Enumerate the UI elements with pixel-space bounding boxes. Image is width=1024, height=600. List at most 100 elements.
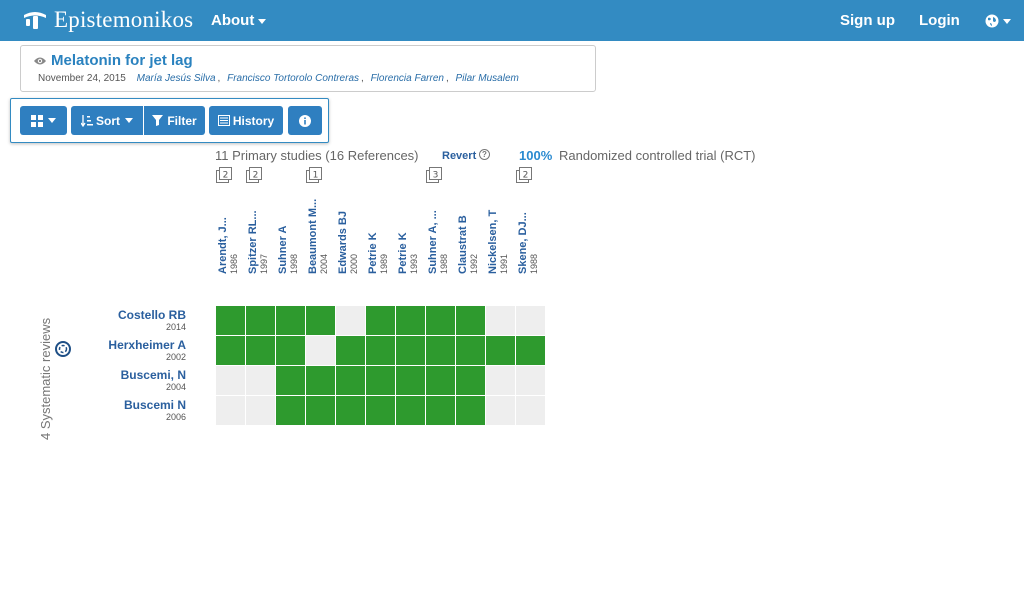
matrix-cell-included[interactable]: [216, 306, 245, 335]
brand-logo[interactable]: Epistemonikos: [22, 6, 193, 34]
matrix-cell-included[interactable]: [336, 366, 365, 395]
matrix-cell-included[interactable]: [306, 396, 335, 425]
study-column-label[interactable]: Suhner A, ... 1988: [427, 210, 449, 274]
matrix-cell-included[interactable]: [396, 336, 425, 365]
matrix-cell-empty[interactable]: [486, 306, 515, 335]
matrix-cell-included[interactable]: [366, 306, 395, 335]
matrix-cell-empty[interactable]: [216, 366, 245, 395]
study-year: 2000: [349, 253, 359, 274]
login-link[interactable]: Login: [919, 12, 960, 29]
matrix-cell-included[interactable]: [216, 336, 245, 365]
author-link[interactable]: Francisco Tortorolo Contreras: [227, 73, 360, 84]
matrix-cell-included[interactable]: [516, 336, 545, 365]
grid-icon: [31, 114, 43, 127]
study-column-label[interactable]: Nickelsen, T 1991: [487, 210, 509, 274]
review-row-label[interactable]: Buscemi N 2006: [60, 398, 186, 423]
matrix-cell-included[interactable]: [366, 396, 395, 425]
study-column-label[interactable]: Petrie K 1989: [367, 232, 389, 274]
matrix-cell-included[interactable]: [366, 366, 395, 395]
rct-percent: 100%: [519, 148, 553, 163]
matrix-cell-included[interactable]: [276, 306, 305, 335]
matrix-cell-included[interactable]: [426, 306, 455, 335]
author-link[interactable]: Florencia Farren: [370, 73, 444, 84]
reference-count-icon[interactable]: 2: [516, 167, 533, 184]
matrix-cell-included[interactable]: [396, 306, 425, 335]
history-button[interactable]: History: [209, 106, 283, 135]
matrix-cell-included[interactable]: [276, 366, 305, 395]
view-button[interactable]: [20, 106, 67, 135]
matrix-cell-empty[interactable]: [246, 396, 275, 425]
reference-count-icon[interactable]: 2: [246, 167, 263, 184]
study-year: 1991: [499, 253, 509, 274]
study-column-label[interactable]: Skene, DJ... 1988: [517, 212, 539, 274]
sort-icon: [81, 114, 93, 127]
language-menu[interactable]: [985, 0, 1011, 41]
author-link[interactable]: Pilar Musalem: [455, 73, 519, 84]
matrix-cell-included[interactable]: [246, 306, 275, 335]
matrix-cell-empty[interactable]: [516, 396, 545, 425]
review-row-label[interactable]: Costello RB 2014: [60, 308, 186, 333]
matrix-cell-included[interactable]: [426, 366, 455, 395]
study-name: Spitzer RL...: [247, 210, 259, 274]
review-row-label[interactable]: Herxheimer A 2002: [60, 338, 186, 363]
matrix-cell-included[interactable]: [456, 396, 485, 425]
matrix-cell-included[interactable]: [456, 306, 485, 335]
matrix-cell-included[interactable]: [276, 336, 305, 365]
about-label: About: [211, 12, 255, 29]
sort-button[interactable]: Sort: [71, 106, 143, 135]
matrix-cell-empty[interactable]: [216, 396, 245, 425]
help-icon[interactable]: ?: [479, 149, 490, 160]
author-link[interactable]: María Jesús Silva: [136, 73, 216, 84]
revert-link[interactable]: Revert: [442, 150, 477, 162]
page-title[interactable]: Melatonin for jet lag: [51, 52, 193, 69]
filter-button[interactable]: Filter: [144, 106, 205, 135]
reference-count-icon[interactable]: 3: [426, 167, 443, 184]
document-meta: November 24, 2015 María Jesús Silva, Fra…: [38, 73, 519, 84]
matrix-cell-included[interactable]: [366, 336, 395, 365]
matrix-cell-included[interactable]: [426, 336, 455, 365]
study-year: 1989: [379, 253, 389, 274]
reference-count-icon[interactable]: 2: [216, 167, 233, 184]
matrix-cell-included[interactable]: [246, 336, 275, 365]
circle-icon[interactable]: [55, 341, 71, 357]
matrix-cell-empty[interactable]: [486, 396, 515, 425]
study-year: 1993: [409, 253, 419, 274]
eye-icon[interactable]: [33, 56, 47, 66]
svg-text:1: 1: [313, 171, 319, 181]
svg-text:3: 3: [433, 171, 439, 181]
review-row-label[interactable]: Buscemi, N 2004: [60, 368, 186, 393]
matrix-cell-included[interactable]: [486, 336, 515, 365]
study-column-label[interactable]: Spitzer RL... 1997: [247, 210, 269, 274]
matrix-cell-included[interactable]: [396, 396, 425, 425]
reference-count-icon[interactable]: 1: [306, 167, 323, 184]
matrix-cell-included[interactable]: [276, 396, 305, 425]
matrix-cell-empty[interactable]: [516, 366, 545, 395]
document-header: Melatonin for jet lag November 24, 2015 …: [20, 45, 596, 92]
matrix-cell-included[interactable]: [396, 366, 425, 395]
matrix-cell-included[interactable]: [456, 366, 485, 395]
study-column-label[interactable]: Beaumont M... 2004: [307, 199, 329, 274]
info-button[interactable]: [288, 106, 322, 135]
matrix-cell-empty[interactable]: [516, 306, 545, 335]
matrix-cell-empty[interactable]: [306, 336, 335, 365]
study-name: Arendt, J...: [217, 217, 229, 274]
matrix-cell-included[interactable]: [426, 396, 455, 425]
study-column-label[interactable]: Arendt, J... 1986: [217, 217, 239, 274]
matrix-cell-empty[interactable]: [246, 366, 275, 395]
study-column-label[interactable]: Edwards BJ 2000: [337, 211, 359, 274]
matrix-cell-included[interactable]: [306, 306, 335, 335]
about-menu[interactable]: About: [211, 0, 267, 41]
study-year: 1992: [469, 253, 479, 274]
study-column-label[interactable]: Petrie K 1993: [397, 232, 419, 274]
matrix-cell-included[interactable]: [306, 366, 335, 395]
chevron-down-icon: [1003, 18, 1011, 24]
signup-link[interactable]: Sign up: [840, 12, 895, 29]
study-column-label[interactable]: Suhner A 1998: [277, 226, 299, 275]
matrix-cell-empty[interactable]: [336, 306, 365, 335]
matrix-cell-included[interactable]: [456, 336, 485, 365]
study-column-label[interactable]: Claustrat B 1992: [457, 215, 479, 274]
study-name: Suhner A, ...: [427, 210, 439, 274]
matrix-cell-included[interactable]: [336, 336, 365, 365]
matrix-cell-empty[interactable]: [486, 366, 515, 395]
matrix-cell-included[interactable]: [336, 396, 365, 425]
